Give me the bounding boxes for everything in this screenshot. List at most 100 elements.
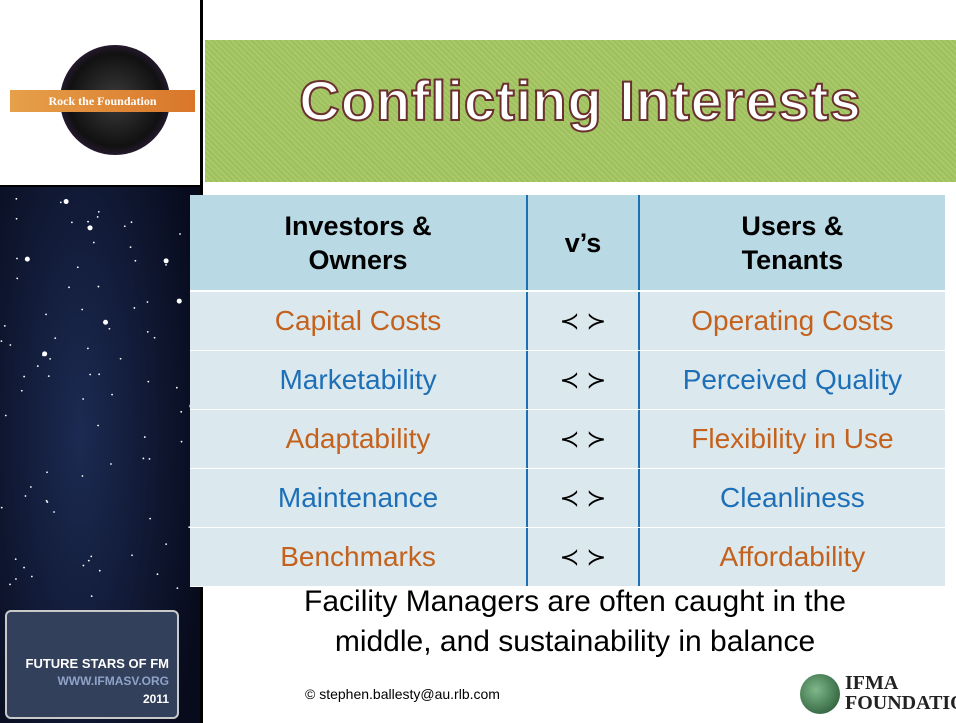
star <box>53 511 55 513</box>
star <box>176 298 182 304</box>
star <box>24 256 30 262</box>
header-cell: Investors & Owners <box>190 195 526 290</box>
table-cell: Affordability <box>719 541 866 572</box>
star <box>14 558 17 561</box>
star <box>90 595 93 598</box>
star <box>47 375 50 378</box>
star <box>142 457 145 460</box>
star <box>24 495 27 497</box>
star <box>87 220 89 223</box>
caption-line: middle, and sustainability in balance <box>334 625 816 658</box>
star <box>176 587 179 590</box>
star <box>9 344 12 346</box>
header-text: Investors & <box>284 210 432 241</box>
star <box>82 398 85 400</box>
star <box>46 471 48 474</box>
star <box>149 517 152 520</box>
logo-line: WWW.IFMASV.ORG <box>57 674 169 688</box>
table-cell: ≺ ≻ <box>526 410 640 468</box>
star <box>146 330 149 333</box>
header-text: Owners <box>308 244 408 275</box>
star <box>165 543 168 546</box>
sidebar-header: Rock the Foundation <box>0 0 200 187</box>
table: Investors & Owners v’s Users & Tenants Capita… <box>190 195 945 587</box>
star <box>45 313 47 316</box>
star <box>0 506 3 509</box>
header-text: Users & <box>741 210 844 241</box>
logo-line: 2011 <box>142 692 169 706</box>
star <box>90 555 93 558</box>
star <box>89 373 92 376</box>
star <box>129 246 132 249</box>
star <box>15 217 18 220</box>
star <box>175 386 178 389</box>
table-row: Adaptability ≺ ≻ Flexibility in Use <box>190 410 945 469</box>
star <box>42 351 48 357</box>
star <box>133 307 136 309</box>
star <box>153 336 156 339</box>
table-cell: Operating Costs <box>691 305 894 336</box>
header-row: Investors & Owners v’s Users & Tenants <box>190 195 945 292</box>
table-row: Marketability ≺ ≻ Perceived Quality <box>190 351 945 410</box>
star <box>23 375 26 378</box>
table-cell: ≺ ≻ <box>526 292 640 350</box>
star <box>98 373 101 376</box>
ifma-logo: IFMA FOUNDATION <box>800 672 956 717</box>
star <box>0 340 3 343</box>
star <box>20 389 23 392</box>
table-cell: ≺ ≻ <box>526 528 640 586</box>
star <box>130 221 133 224</box>
star <box>15 197 18 200</box>
table-cell: Perceived Quality <box>682 364 903 395</box>
star <box>131 554 133 557</box>
star <box>45 499 48 502</box>
table-cell: Cleanliness <box>720 482 865 513</box>
star <box>54 337 57 340</box>
star <box>59 201 62 204</box>
star <box>134 259 137 262</box>
star <box>156 573 159 576</box>
star <box>165 264 167 266</box>
star <box>179 233 181 235</box>
star <box>111 393 113 396</box>
star <box>96 216 99 218</box>
table-cell: Marketability <box>279 364 437 395</box>
star <box>180 440 183 443</box>
star <box>29 486 32 488</box>
star <box>87 226 90 229</box>
caption-line: Facility Managers are often caught in th… <box>304 585 846 618</box>
logo-sub: FOUNDATION <box>845 692 956 714</box>
copyright: © stephen.ballesty@au.rlb.com <box>305 686 500 702</box>
logo-name: IFMA <box>845 672 899 694</box>
star <box>9 583 11 586</box>
star <box>97 424 99 427</box>
table-row: Benchmarks ≺ ≻ Affordability <box>190 528 945 587</box>
star <box>87 347 89 350</box>
table-cell: Adaptability <box>285 423 431 454</box>
logo-globe <box>800 674 840 714</box>
star <box>188 526 191 529</box>
star <box>30 575 33 578</box>
rock-logo: Rock the Foundation <box>10 25 195 175</box>
star <box>110 463 112 465</box>
header-text: Tenants <box>741 244 844 275</box>
star <box>108 327 111 330</box>
caption: Facility Managers are often caught in th… <box>205 582 945 662</box>
star <box>98 569 101 572</box>
star <box>81 475 84 477</box>
star <box>82 564 85 567</box>
star <box>16 257 18 260</box>
star <box>15 578 17 580</box>
star <box>46 501 49 503</box>
header-cell: Users & Tenants <box>640 195 945 290</box>
star <box>143 436 146 438</box>
table-cell: Capital Costs <box>274 305 442 336</box>
star <box>148 458 151 460</box>
logo-text: Rock the Foundation <box>10 90 195 112</box>
header-cell: v’s <box>526 195 640 290</box>
star <box>163 258 169 264</box>
star <box>81 308 84 311</box>
star <box>87 559 90 562</box>
star <box>63 199 69 205</box>
star <box>97 210 100 213</box>
